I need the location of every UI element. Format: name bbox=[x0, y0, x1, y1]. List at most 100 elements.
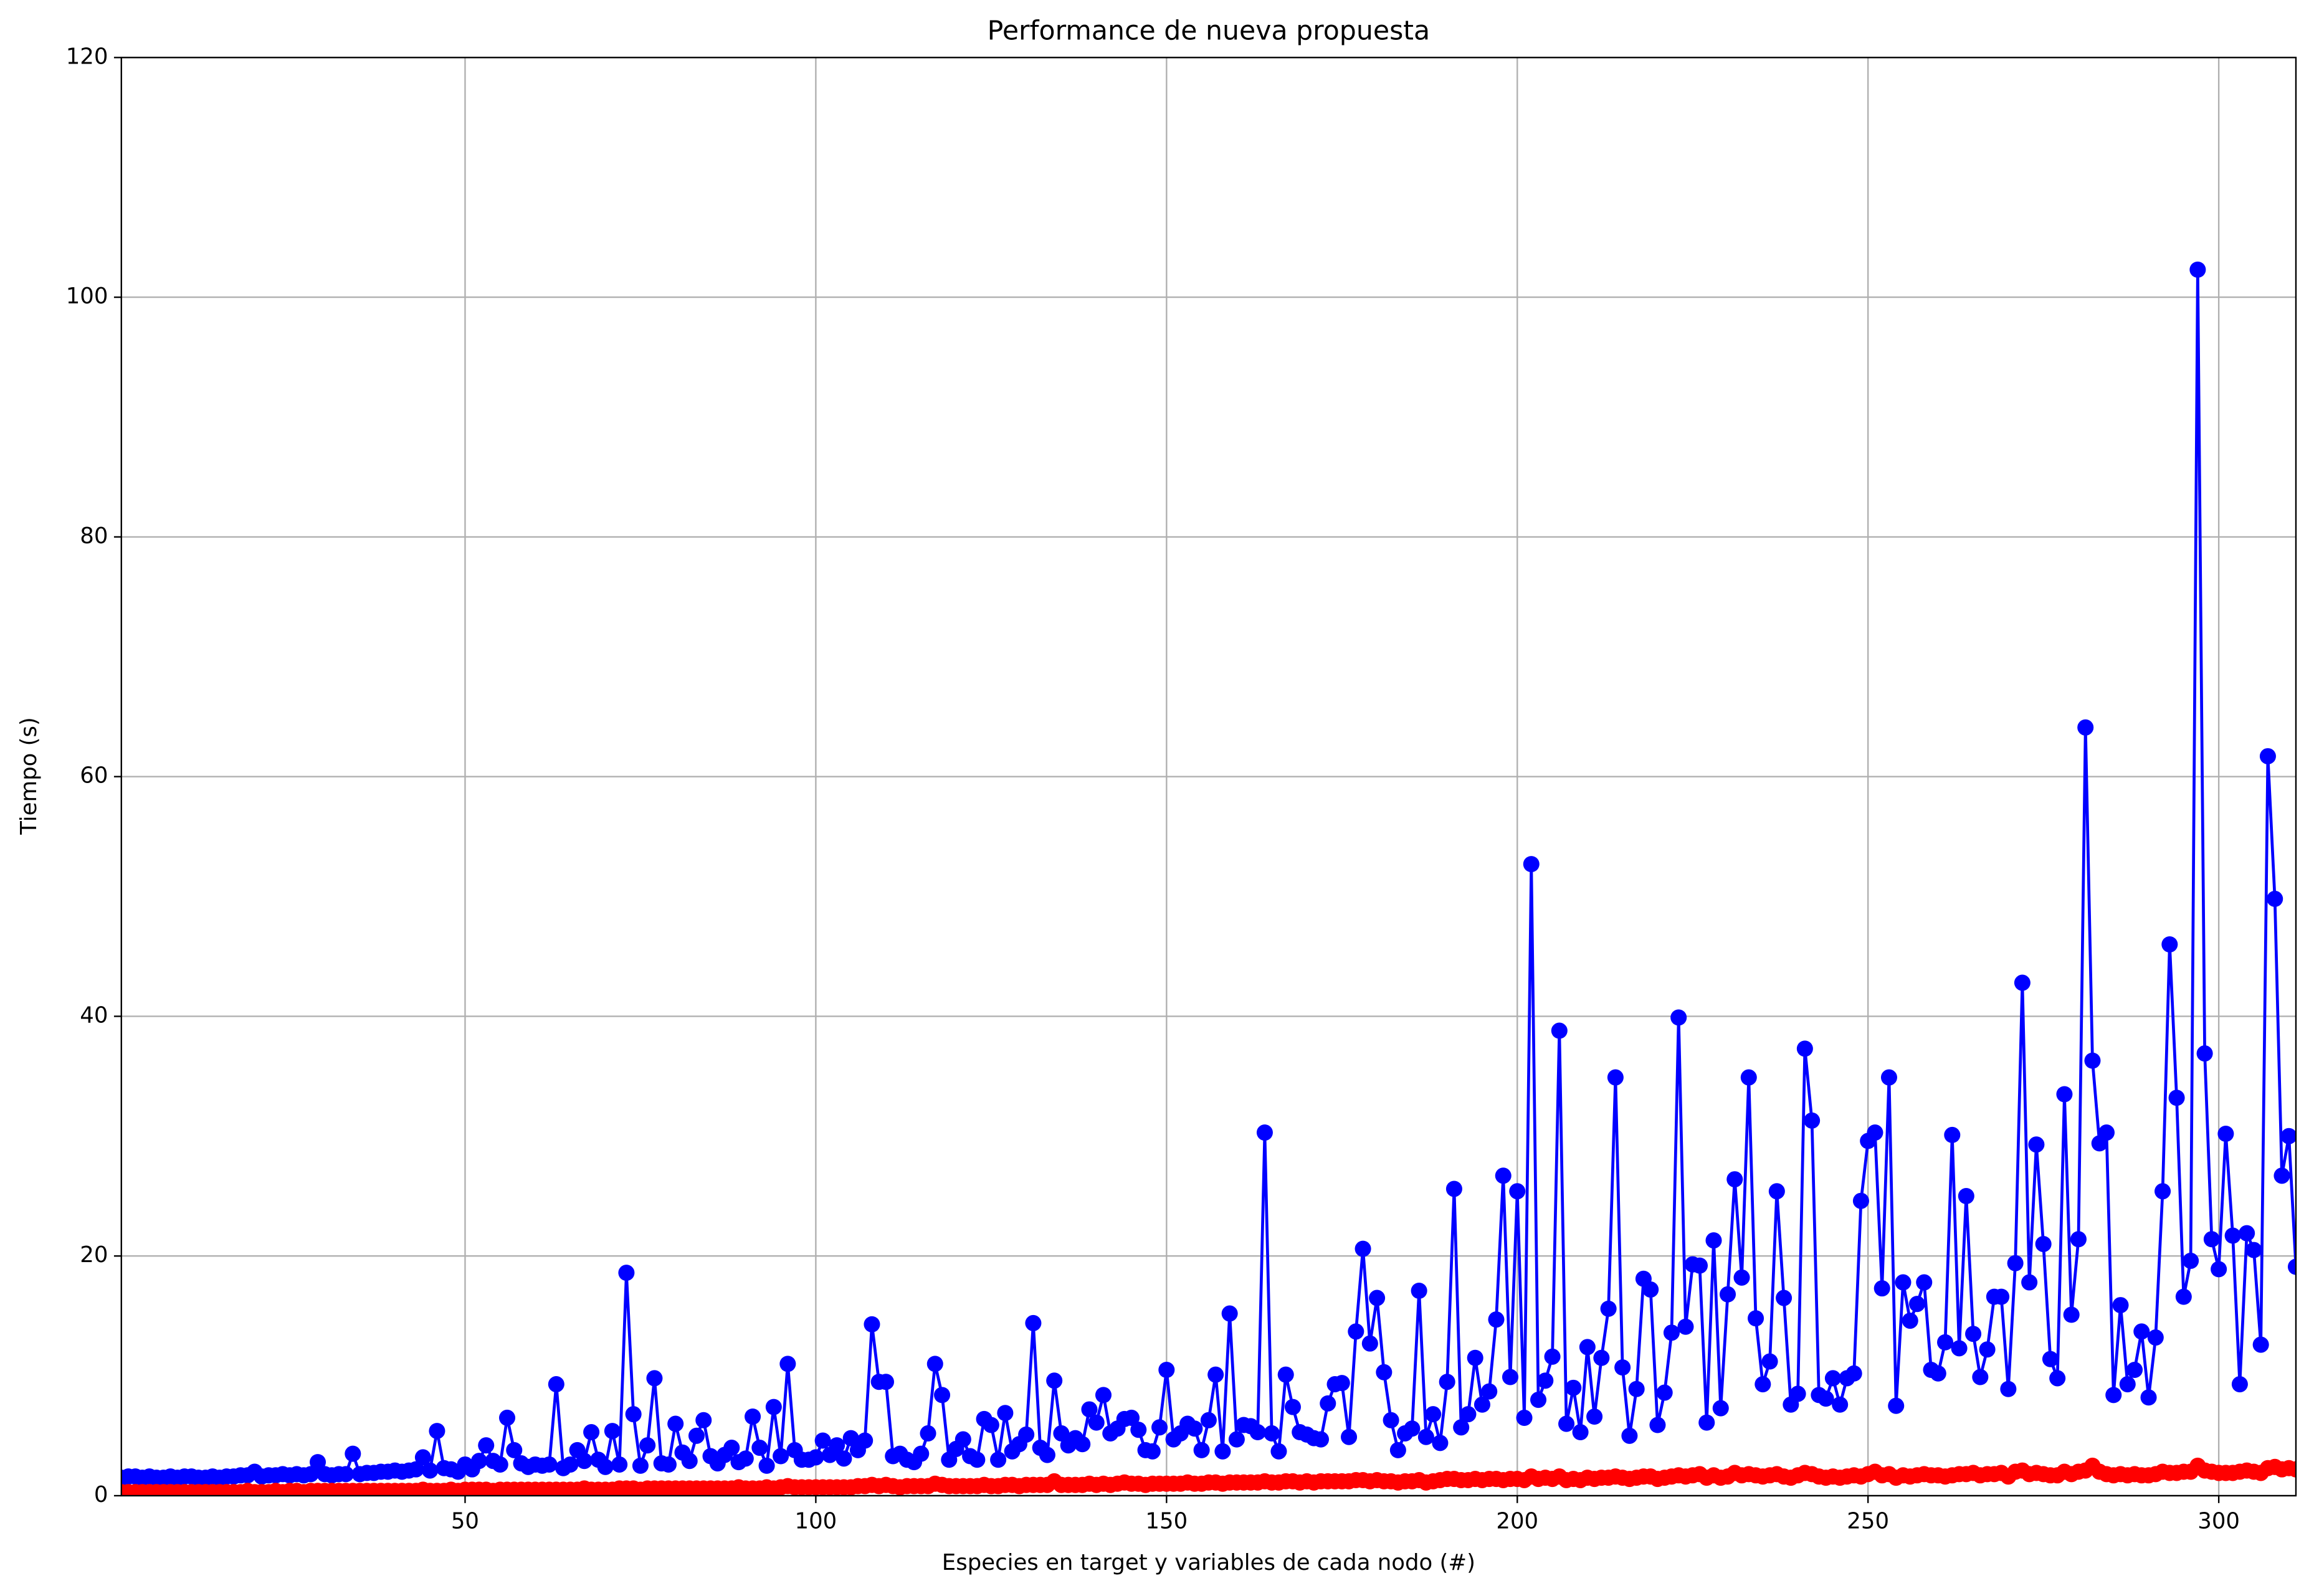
point bbox=[498, 1409, 516, 1426]
series bbox=[121, 1457, 2296, 1496]
point bbox=[1348, 1323, 1364, 1340]
y-tick-label: 120 bbox=[66, 44, 108, 69]
point bbox=[807, 1449, 824, 1466]
point bbox=[1621, 1427, 1638, 1444]
point bbox=[625, 1406, 642, 1423]
point bbox=[1958, 1187, 1974, 1205]
point bbox=[1768, 1183, 1785, 1200]
point bbox=[2119, 1376, 2136, 1393]
point bbox=[1158, 1361, 1175, 1379]
point bbox=[1053, 1425, 1070, 1442]
point bbox=[1951, 1340, 1968, 1357]
point bbox=[1481, 1383, 1498, 1400]
x-tick-label: 300 bbox=[2197, 1509, 2240, 1534]
point bbox=[1551, 1022, 1568, 1039]
point bbox=[1663, 1324, 1680, 1341]
point bbox=[1719, 1286, 1736, 1303]
point bbox=[2245, 1242, 2262, 1258]
chart-title: Performance de nueva propuesta bbox=[988, 16, 1430, 47]
x-tick-label: 100 bbox=[795, 1509, 837, 1534]
point bbox=[1628, 1380, 1645, 1397]
point bbox=[1404, 1420, 1421, 1437]
point bbox=[1824, 1370, 1841, 1387]
point bbox=[1979, 1341, 1996, 1358]
point bbox=[2084, 1052, 2101, 1069]
y-tick-label: 80 bbox=[80, 523, 108, 549]
point bbox=[1642, 1281, 1659, 1298]
point bbox=[1726, 1171, 1743, 1188]
point bbox=[1355, 1240, 1371, 1257]
point bbox=[1916, 1274, 1933, 1291]
point bbox=[1193, 1442, 1210, 1458]
point bbox=[737, 1450, 754, 1467]
point bbox=[1544, 1348, 1561, 1365]
point bbox=[1018, 1426, 1035, 1443]
point bbox=[1804, 1112, 1821, 1129]
point bbox=[1600, 1300, 1617, 1317]
point bbox=[814, 1432, 831, 1449]
point bbox=[618, 1265, 635, 1281]
point bbox=[1852, 1192, 1869, 1209]
point bbox=[576, 1453, 593, 1470]
point bbox=[773, 1448, 789, 1465]
point bbox=[597, 1458, 614, 1475]
point bbox=[1249, 1423, 1266, 1441]
point bbox=[2168, 1090, 2185, 1106]
point bbox=[667, 1415, 684, 1432]
point bbox=[926, 1356, 943, 1372]
point bbox=[1789, 1385, 1806, 1402]
point bbox=[1656, 1384, 1673, 1401]
point bbox=[1670, 1009, 1687, 1026]
point bbox=[1341, 1428, 1358, 1445]
point bbox=[548, 1376, 564, 1393]
point bbox=[611, 1456, 628, 1473]
point bbox=[1333, 1375, 1350, 1392]
point bbox=[1123, 1409, 1140, 1426]
point bbox=[2049, 1370, 2066, 1387]
point bbox=[2035, 1235, 2052, 1252]
point bbox=[1937, 1334, 1954, 1351]
point bbox=[414, 1449, 431, 1466]
point bbox=[1320, 1395, 1336, 1412]
point bbox=[1537, 1372, 1554, 1389]
point bbox=[1705, 1232, 1722, 1249]
point bbox=[1614, 1359, 1631, 1376]
y-tick-label: 40 bbox=[80, 1002, 108, 1028]
point bbox=[1558, 1415, 1575, 1432]
point bbox=[1579, 1339, 1596, 1356]
point bbox=[920, 1425, 936, 1442]
point bbox=[1895, 1274, 1912, 1291]
point bbox=[2042, 1351, 2059, 1367]
point bbox=[955, 1431, 971, 1448]
point bbox=[1376, 1364, 1393, 1380]
point bbox=[2231, 1376, 2248, 1393]
point bbox=[2196, 1045, 2213, 1062]
point bbox=[779, 1356, 796, 1372]
point bbox=[1221, 1305, 1238, 1322]
point bbox=[1151, 1419, 1168, 1436]
x-tick-label: 50 bbox=[451, 1509, 479, 1534]
point bbox=[1417, 1428, 1434, 1445]
point bbox=[639, 1437, 656, 1454]
point bbox=[1565, 1379, 1582, 1396]
point bbox=[2287, 1461, 2296, 1478]
point bbox=[997, 1405, 1014, 1422]
point bbox=[1677, 1318, 1694, 1335]
point bbox=[1593, 1349, 1610, 1366]
point bbox=[864, 1316, 880, 1332]
point bbox=[990, 1451, 1007, 1468]
point bbox=[2105, 1387, 2122, 1404]
point bbox=[1425, 1406, 1442, 1423]
point bbox=[2056, 1086, 2073, 1103]
point bbox=[506, 1442, 523, 1458]
point bbox=[1902, 1313, 1918, 1329]
point bbox=[1733, 1269, 1750, 1286]
point bbox=[1081, 1401, 1098, 1418]
point bbox=[1214, 1443, 1231, 1460]
point bbox=[969, 1451, 986, 1468]
point bbox=[2126, 1361, 2143, 1379]
point bbox=[2028, 1136, 2045, 1153]
point bbox=[1445, 1180, 1462, 1197]
point bbox=[1088, 1414, 1105, 1431]
point bbox=[2014, 974, 2031, 991]
